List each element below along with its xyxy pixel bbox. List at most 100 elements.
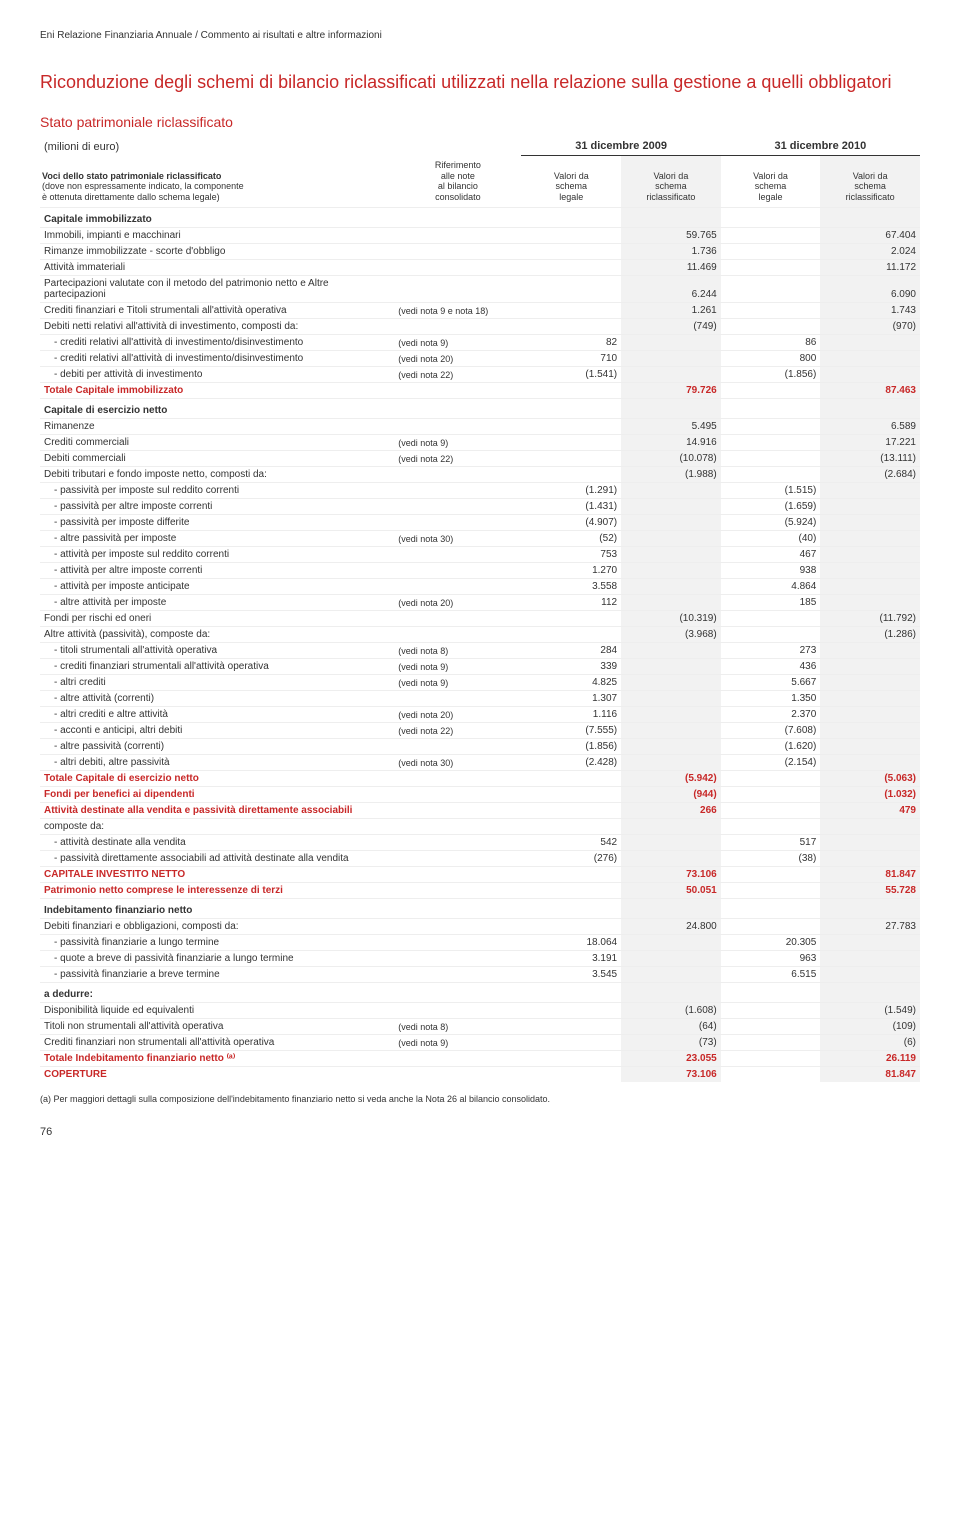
table-row: - crediti relativi all'attività di inves… <box>40 351 920 367</box>
val-legale-2009: 82 <box>521 335 621 351</box>
row-note <box>394 399 521 419</box>
row-note <box>394 499 521 515</box>
row-desc: - altri crediti <box>40 675 394 691</box>
row-desc: COPERTURE <box>40 1067 394 1083</box>
val-legale-2009: 542 <box>521 835 621 851</box>
row-note: (vedi nota 9) <box>394 1035 521 1051</box>
table-row: Immobili, impianti e macchinari59.76567.… <box>40 228 920 244</box>
val-riclass-2010 <box>820 755 920 771</box>
row-desc: - crediti relativi all'attività di inves… <box>40 335 394 351</box>
val-legale-2010: 273 <box>721 643 821 659</box>
val-riclass-2010 <box>820 515 920 531</box>
table-row: Debiti netti relativi all'attività di in… <box>40 319 920 335</box>
val-riclass-2010: 479 <box>820 803 920 819</box>
val-riclass-2009 <box>621 819 721 835</box>
row-note <box>394 627 521 643</box>
val-riclass-2010: 81.847 <box>820 1067 920 1083</box>
val-legale-2009: (52) <box>521 531 621 547</box>
val-legale-2009 <box>521 451 621 467</box>
voci-sub2: è ottenuta direttamente dallo schema leg… <box>42 192 220 202</box>
table-body: Capitale immobilizzatoImmobili, impianti… <box>40 208 920 1083</box>
val-legale-2010: 86 <box>721 335 821 351</box>
table-row: Totale Indebitamento finanziario netto ⁽… <box>40 1051 920 1067</box>
val-riclass-2009 <box>621 723 721 739</box>
val-riclass-2009 <box>621 515 721 531</box>
row-note <box>394 967 521 983</box>
val-legale-2009 <box>521 319 621 335</box>
val-riclass-2009: 73.106 <box>621 867 721 883</box>
row-desc: Totale Capitale di esercizio netto <box>40 771 394 787</box>
val-riclass-2010 <box>820 723 920 739</box>
row-desc: - quote a breve di passività finanziarie… <box>40 951 394 967</box>
val-riclass-2010: 6.090 <box>820 276 920 303</box>
val-legale-2009: 18.064 <box>521 935 621 951</box>
val-riclass-2010 <box>820 499 920 515</box>
val-legale-2009 <box>521 467 621 483</box>
val-riclass-2010: (13.111) <box>820 451 920 467</box>
val-riclass-2009: 73.106 <box>621 1067 721 1083</box>
val-legale-2010: (2.154) <box>721 755 821 771</box>
val-legale-2009: (2.428) <box>521 755 621 771</box>
row-desc: Disponibilità liquide ed equivalenti <box>40 1003 394 1019</box>
row-note: (vedi nota 20) <box>394 595 521 611</box>
table-row: Altre attività (passività), composte da:… <box>40 627 920 643</box>
val-riclass-2009 <box>621 351 721 367</box>
table-row: - passività finanziarie a lungo termine1… <box>40 935 920 951</box>
row-desc: - passività per altre imposte correnti <box>40 499 394 515</box>
val-legale-2010 <box>721 1035 821 1051</box>
val-legale-2010: 185 <box>721 595 821 611</box>
val-riclass-2010 <box>820 899 920 919</box>
table-row: Patrimonio netto comprese le interessenz… <box>40 883 920 899</box>
val-legale-2009: (4.907) <box>521 515 621 531</box>
val-riclass-2009: (64) <box>621 1019 721 1035</box>
val-legale-2009 <box>521 208 621 228</box>
table-row: Titoli non strumentali all'attività oper… <box>40 1019 920 1035</box>
val-legale-2009 <box>521 1067 621 1083</box>
table-row: Debiti tributari e fondo imposte netto, … <box>40 467 920 483</box>
val-legale-2009 <box>521 419 621 435</box>
val-riclass-2009 <box>621 755 721 771</box>
val-legale-2010: (5.924) <box>721 515 821 531</box>
val-legale-2009 <box>521 383 621 399</box>
val-riclass-2009: 6.244 <box>621 276 721 303</box>
val-legale-2010 <box>721 883 821 899</box>
table-row: - altre attività per imposte(vedi nota 2… <box>40 595 920 611</box>
table-row: - attività per imposte anticipate3.5584.… <box>40 579 920 595</box>
val-legale-2010: (1.659) <box>721 499 821 515</box>
val-legale-2009: 284 <box>521 643 621 659</box>
val-legale-2010 <box>721 611 821 627</box>
row-note <box>394 228 521 244</box>
val-riclass-2009 <box>621 983 721 1003</box>
val-legale-2010 <box>721 303 821 319</box>
table-row: Debiti commerciali(vedi nota 22)(10.078)… <box>40 451 920 467</box>
row-note <box>394 851 521 867</box>
row-note <box>394 547 521 563</box>
val-riclass-2009: 23.055 <box>621 1051 721 1067</box>
table-row: CAPITALE INVESTITO NETTO73.10681.847 <box>40 867 920 883</box>
val-legale-2009 <box>521 899 621 919</box>
val-legale-2010: (38) <box>721 851 821 867</box>
table-row: Rimanenze5.4956.589 <box>40 419 920 435</box>
val-riclass-2009 <box>621 531 721 547</box>
val-legale-2010 <box>721 627 821 643</box>
val-riclass-2009 <box>621 707 721 723</box>
row-note <box>394 951 521 967</box>
val-riclass-2010 <box>820 691 920 707</box>
table-row: - attività destinate alla vendita542517 <box>40 835 920 851</box>
val-legale-2009: (1.541) <box>521 367 621 383</box>
val-legale-2009: 1.116 <box>521 707 621 723</box>
val-riclass-2010: (11.792) <box>820 611 920 627</box>
val-legale-2010 <box>721 228 821 244</box>
row-desc: - attività destinate alla vendita <box>40 835 394 851</box>
val-legale-2010 <box>721 319 821 335</box>
val-legale-2010 <box>721 208 821 228</box>
val-riclass-2010: (970) <box>820 319 920 335</box>
row-note: (vedi nota 8) <box>394 1019 521 1035</box>
val-legale-2009 <box>521 435 621 451</box>
row-note <box>394 935 521 951</box>
val-riclass-2009 <box>621 691 721 707</box>
row-note <box>394 919 521 935</box>
row-desc: - crediti finanziari strumentali all'att… <box>40 659 394 675</box>
row-note <box>394 1051 521 1067</box>
val-riclass-2010 <box>820 351 920 367</box>
